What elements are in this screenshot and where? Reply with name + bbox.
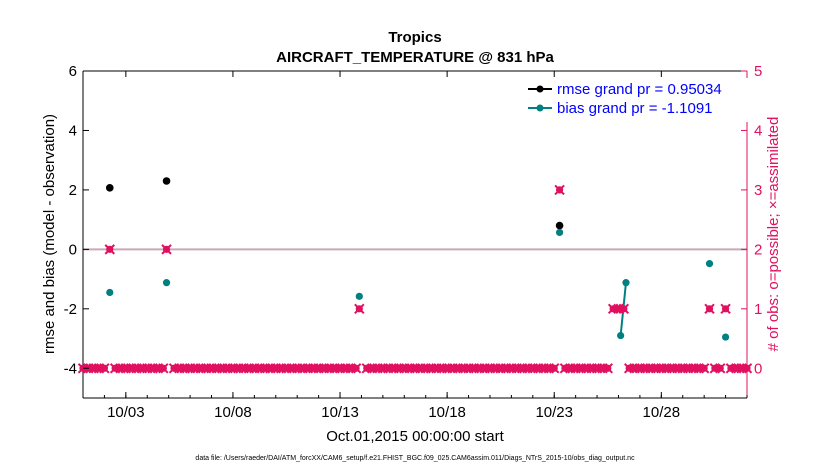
obs-zero-marker — [99, 363, 110, 374]
obs-count-marker-cross — [618, 303, 630, 315]
y-tick-label: -2 — [64, 301, 77, 318]
chart-title: Tropics — [388, 29, 441, 46]
obs-count-marker — [354, 303, 365, 315]
obs-zero-marker-cross — [549, 363, 560, 374]
footnote: data file: /Users/raeder/DAI/ATM_forcXX/… — [195, 455, 635, 462]
obs-zero-marker-cross — [698, 363, 710, 374]
y-right-tick-label: 3 — [754, 182, 762, 199]
y-tick-label: -4 — [64, 360, 77, 377]
obs-count-marker — [613, 303, 624, 315]
y-tick-label: 6 — [69, 63, 77, 80]
obs-count-marker-cross — [104, 244, 115, 255]
bias-point — [355, 292, 363, 300]
x-tick-label: 10/03 — [107, 404, 145, 421]
legend-marker-bias — [536, 104, 544, 112]
plot-area — [82, 70, 748, 399]
y-right-tick-label: 4 — [754, 122, 762, 139]
obs-zero-marker-cross — [99, 363, 110, 374]
data-marks — [77, 177, 753, 374]
obs-count-marker-cross — [354, 303, 365, 315]
chart-subtitle: AIRCRAFT_TEMPERATURE @ 831 hPa — [276, 49, 554, 66]
obs-count-marker — [161, 244, 172, 255]
obs-zero-marker-cross — [158, 363, 169, 374]
obs-count-marker — [104, 244, 115, 255]
y-right-tick-label: 5 — [754, 63, 762, 80]
obs-zero-marker — [698, 363, 710, 374]
obs-zero-marker-cross — [350, 363, 362, 374]
x-tick-label: 10/08 — [214, 404, 252, 421]
obs-count-marker-cross — [704, 303, 715, 315]
obs-count-marker — [704, 303, 715, 315]
x-tick-label: 10/18 — [428, 404, 466, 421]
bias-point — [705, 260, 714, 268]
x-tick-label: 10/23 — [535, 404, 573, 421]
y-tick-label: 0 — [69, 241, 77, 258]
x-tick-label: 10/28 — [643, 404, 681, 421]
legend-label-rmse: rmse grand pr = 0.95034 — [557, 81, 722, 98]
x-axis-label: Oct.01,2015 00:00:00 start — [326, 428, 504, 445]
bias-point — [555, 228, 564, 237]
y-axis-label: rmse and bias (model - observation) — [41, 114, 58, 354]
obs-count-marker-cross — [161, 244, 172, 255]
bias-point — [617, 331, 625, 340]
obs-zero-marker — [715, 363, 726, 374]
legend: rmse grand pr = 0.95034 bias grand pr = … — [522, 78, 748, 122]
y-tick-label: 2 — [69, 182, 77, 199]
obs-zero-marker-cross — [715, 363, 726, 374]
obs-count-marker — [554, 184, 565, 196]
y-axis-right-label: # of obs: o=possible; ×=assimilated — [765, 117, 782, 352]
obs-count-marker — [720, 303, 731, 315]
plot-background — [83, 71, 747, 398]
obs-count-marker-cross — [554, 184, 565, 196]
obs-zero-marker — [575, 363, 587, 374]
bias-point — [721, 333, 730, 341]
axis-ticks: 10/03 10/08 10/13 10/18 10/23 10/28 -4 -2 0 2 4 6 0 1… — [64, 63, 763, 421]
obs-zero-marker — [350, 363, 362, 374]
obs-zero-marker — [549, 363, 560, 374]
legend-label-bias: bias grand pr = -1.1091 — [557, 100, 713, 117]
rmse-point — [555, 221, 564, 230]
obs-zero-marker — [602, 363, 613, 374]
obs-count-marker-cross — [720, 303, 731, 315]
bias-point — [622, 279, 630, 287]
legend-box — [522, 78, 748, 122]
y-right-tick-label: 1 — [754, 301, 762, 318]
bias-point — [106, 288, 114, 297]
rmse-point — [105, 184, 114, 192]
y-right-tick-label: 2 — [754, 241, 762, 258]
x-tick-label: 10/13 — [321, 404, 359, 421]
obs-zero-marker — [158, 363, 169, 374]
bias-point — [162, 279, 171, 287]
legend-marker-rmse — [536, 85, 544, 93]
obs-zero-marker-cross — [602, 363, 613, 374]
obs-count-marker — [618, 303, 630, 315]
rmse-point — [162, 177, 171, 185]
y-tick-label: 4 — [69, 122, 77, 139]
y-right-tick-label: 0 — [754, 360, 762, 377]
